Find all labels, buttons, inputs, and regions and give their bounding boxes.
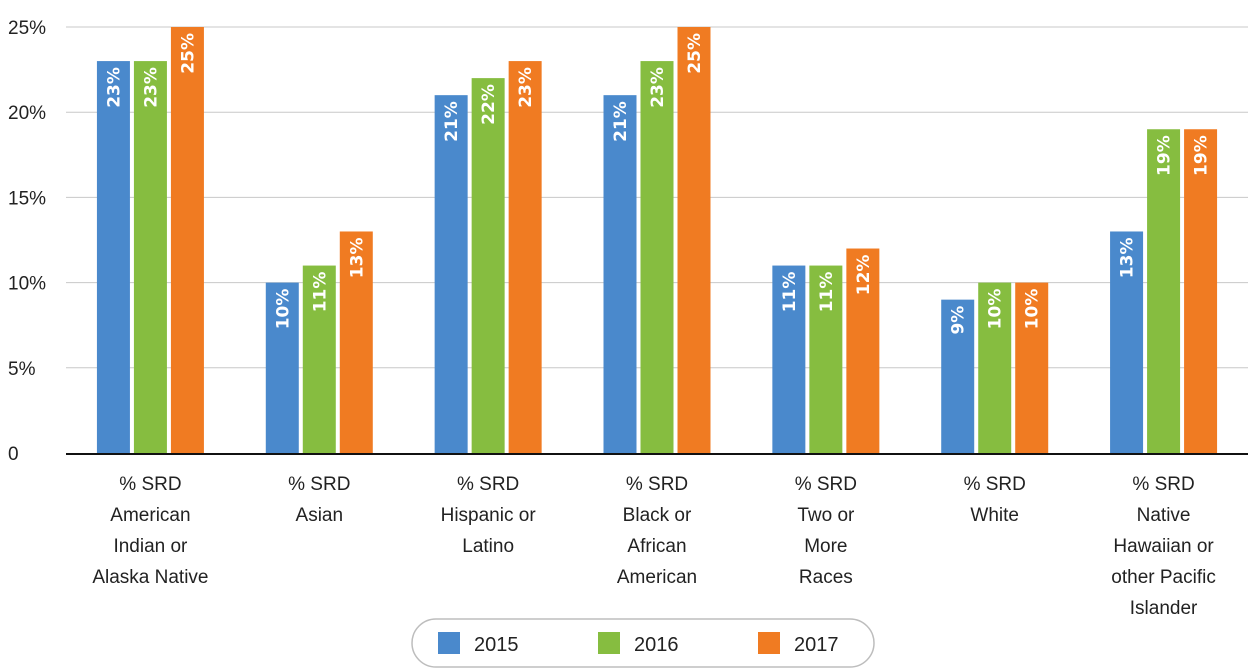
data-label: 23% <box>516 67 536 108</box>
category-labels: % SRD American Indian or Alaska Native% SRD… <box>92 474 1216 619</box>
category-label: % SRD White <box>964 474 1026 526</box>
category-label-line: American <box>617 567 697 588</box>
bars <box>96 27 1218 454</box>
category-label: % SRD Two or More Races <box>795 474 857 588</box>
category-label-line: % SRD <box>626 474 688 495</box>
data-label: 21% <box>611 101 631 142</box>
category-label-line: More <box>804 536 847 557</box>
legend-label-2015: 2015 <box>474 634 519 656</box>
category-label-line: White <box>970 505 1019 526</box>
legend-swatch-2016 <box>598 632 620 654</box>
data-label: 11% <box>310 272 330 313</box>
category-label-line: other Pacific <box>1111 567 1216 588</box>
data-label: 25% <box>685 33 705 74</box>
category-label-line: American <box>110 505 190 526</box>
bar-2016 <box>809 265 843 453</box>
data-label: 19% <box>1155 135 1175 176</box>
data-label: 22% <box>479 84 499 125</box>
category-label-line: Alaska Native <box>92 567 208 588</box>
bar-2016 <box>1147 129 1181 454</box>
legend-swatch-2015 <box>438 632 460 654</box>
data-label: 25% <box>178 33 198 74</box>
category-label-line: Latino <box>462 536 514 557</box>
y-tick-label: 20% <box>8 103 46 124</box>
y-tick-label: 10% <box>8 274 46 295</box>
data-label: 11% <box>780 272 800 313</box>
y-axis-tick-labels: 0 5% 10% 15% 20% 25% <box>8 18 46 465</box>
category-label-line: % SRD <box>795 474 857 495</box>
bar-2017 <box>846 248 880 453</box>
bar-2016 <box>978 282 1012 453</box>
category-label: % SRD Asian <box>288 474 350 526</box>
y-tick-label: 5% <box>8 359 36 380</box>
legend-box <box>411 618 875 668</box>
data-label: 10% <box>986 289 1006 330</box>
data-label: 21% <box>442 101 462 142</box>
legend-swatch-2017 <box>758 632 780 654</box>
category-label-line: Asian <box>296 505 344 526</box>
category-label-line: Indian or <box>113 536 188 557</box>
data-label: 10% <box>273 289 293 330</box>
bar-2017 <box>170 27 204 453</box>
bar-2015 <box>603 95 637 453</box>
category-label-line: Two or <box>797 505 855 526</box>
bar-2016 <box>302 265 336 453</box>
data-label: 13% <box>347 237 367 278</box>
bar-2015 <box>772 265 806 453</box>
data-label: 12% <box>854 255 874 296</box>
bar-2017 <box>677 27 711 453</box>
data-label: 9% <box>949 306 969 335</box>
category-label: % SRD Hispanic or Latino <box>441 474 537 557</box>
bar-2015 <box>941 299 975 453</box>
legend: 2015 2016 2017 <box>411 618 875 668</box>
category-label-line: % SRD <box>964 474 1026 495</box>
bar-2017 <box>1184 129 1218 454</box>
bar-2017 <box>339 231 373 453</box>
category-label-line: Islander <box>1130 598 1198 619</box>
category-label-line: Hispanic or <box>441 505 537 526</box>
category-label-line: % SRD <box>288 474 350 495</box>
y-tick-label: 25% <box>8 18 46 39</box>
category-label-line: African <box>627 536 686 557</box>
legend-label-2016: 2016 <box>634 634 679 656</box>
legend-label-2017: 2017 <box>794 634 839 656</box>
category-label-line: % SRD <box>119 474 181 495</box>
data-label: 23% <box>648 67 668 108</box>
data-label: 19% <box>1192 135 1212 176</box>
data-labels: 23% 23% 25% 10% 11% 13% 21% 22% 23% 21% 23% 25% 11% 1… <box>104 33 1211 335</box>
bar-2015 <box>96 61 130 454</box>
bar-2015 <box>265 282 299 453</box>
category-label: % SRD American Indian or Alaska Native <box>92 474 208 588</box>
bar-2016 <box>640 61 674 454</box>
data-label: 11% <box>817 272 837 313</box>
data-label: 23% <box>104 67 124 108</box>
bar-2015 <box>434 95 468 453</box>
category-label-line: % SRD <box>457 474 519 495</box>
bar-2016 <box>471 78 505 454</box>
bar-2016 <box>133 61 167 454</box>
category-label-line: % SRD <box>1132 474 1194 495</box>
data-label: 10% <box>1023 289 1043 330</box>
category-label-line: Native <box>1137 505 1191 526</box>
bar-2017 <box>1015 282 1049 453</box>
category-label-line: Hawaiian or <box>1113 536 1214 557</box>
bar-2017 <box>508 61 542 454</box>
category-label: % SRD Black or African American <box>617 474 697 588</box>
category-label: % SRD Native Hawaiian or other Pacific Islan… <box>1111 474 1216 619</box>
y-tick-label: 0 <box>8 444 19 465</box>
bar-2015 <box>1110 231 1144 453</box>
data-label: 23% <box>141 67 161 108</box>
data-label: 13% <box>1118 237 1138 278</box>
y-tick-label: 15% <box>8 188 46 209</box>
category-label-line: Races <box>799 567 853 588</box>
category-label-line: Black or <box>623 505 692 526</box>
